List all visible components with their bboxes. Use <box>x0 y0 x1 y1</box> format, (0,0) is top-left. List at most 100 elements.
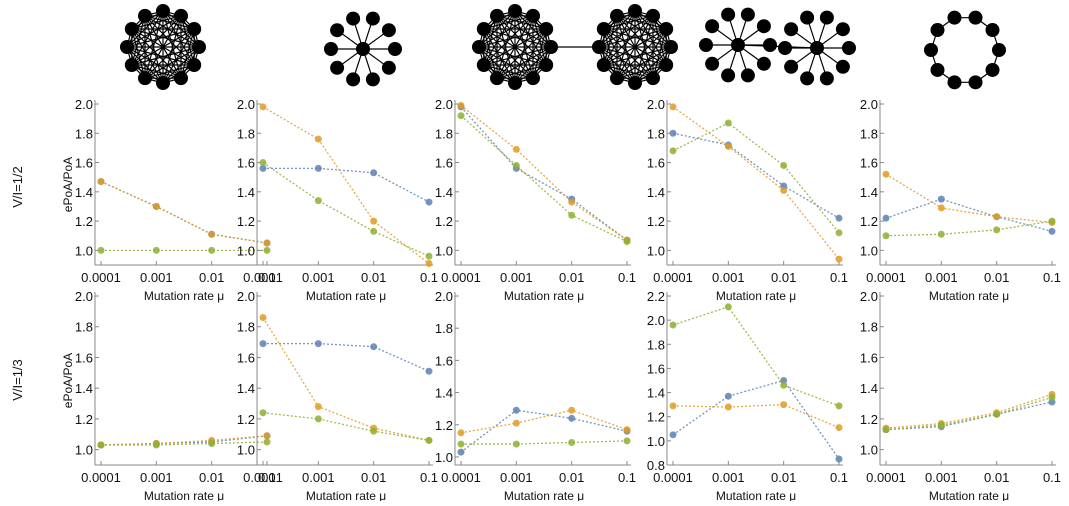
y-tick-label: 2.0 <box>860 289 878 304</box>
data-point <box>624 238 631 245</box>
graph-node <box>187 22 201 36</box>
graph-node <box>174 9 188 23</box>
x-tick-label: 0.01 <box>559 270 584 285</box>
data-point <box>938 231 945 238</box>
graph-node <box>610 9 624 23</box>
x-tick-label: 0.0001 <box>243 470 283 485</box>
data-point <box>260 409 267 416</box>
data-point <box>513 407 520 414</box>
x-axis-label: Mutation rate μ <box>504 489 584 501</box>
graph-node <box>705 57 719 71</box>
y-tick-label: 1.8 <box>237 320 255 335</box>
data-point <box>458 112 465 119</box>
graph-node <box>330 23 344 37</box>
x-tick-label: 0.001 <box>302 470 335 485</box>
data-point <box>780 187 787 194</box>
data-point <box>315 197 322 204</box>
x-tick-label: 0.001 <box>925 270 958 285</box>
y-tick-label: 1.0 <box>75 243 93 258</box>
graph-node <box>969 11 983 25</box>
graph-node <box>526 71 540 85</box>
y-tick-label: 1.6 <box>75 156 93 171</box>
data-point <box>836 229 843 236</box>
data-point <box>836 402 843 409</box>
series-line <box>263 163 429 257</box>
x-tick-label: 0.01 <box>199 270 224 285</box>
y-tick-label: 2.0 <box>75 97 93 112</box>
data-point <box>260 314 267 321</box>
data-point <box>725 404 732 411</box>
data-point <box>725 303 732 310</box>
y-tick-label: 1.2 <box>237 412 255 427</box>
data-point <box>315 165 322 172</box>
graph-node <box>156 76 170 90</box>
series-line <box>673 307 839 406</box>
x-tick-label: 0.001 <box>712 470 745 485</box>
graph-node <box>778 41 792 55</box>
data-point <box>458 102 465 109</box>
data-point <box>315 403 322 410</box>
graph-node <box>969 75 983 89</box>
series-line <box>886 174 1052 222</box>
graph-node <box>757 57 771 71</box>
data-point <box>370 228 377 235</box>
y-tick-label: 1.6 <box>647 156 665 171</box>
x-tick-label: 0.1 <box>1043 470 1061 485</box>
data-point <box>568 415 575 422</box>
data-point <box>836 455 843 462</box>
data-point <box>208 440 215 447</box>
x-tick-label: 0.01 <box>984 470 1009 485</box>
data-point <box>260 340 267 347</box>
y-tick-label: 1.4 <box>435 386 453 401</box>
data-point <box>458 441 465 448</box>
data-point <box>836 215 843 222</box>
graph-node <box>477 22 491 36</box>
data-point <box>670 130 677 137</box>
data-point <box>1049 218 1056 225</box>
graph-node <box>659 58 673 72</box>
data-point <box>725 393 732 400</box>
y-tick-label: 1.2 <box>860 214 878 229</box>
data-point <box>883 426 890 433</box>
data-point <box>513 162 520 169</box>
graph-node <box>842 41 856 55</box>
data-point <box>568 199 575 206</box>
graph-node <box>705 19 719 33</box>
graph-node <box>628 4 642 18</box>
data-point <box>264 432 271 439</box>
data-point <box>568 439 575 446</box>
x-tick-label: 0.001 <box>712 270 745 285</box>
x-axis-label: Mutation rate μ <box>306 489 386 501</box>
x-tick-label: 0.0001 <box>866 270 906 285</box>
y-tick-label: 2.0 <box>237 289 255 304</box>
y-tick-label: 1.8 <box>435 321 453 336</box>
graph-node <box>156 4 170 18</box>
data-point <box>670 103 677 110</box>
x-tick-label: 0.01 <box>771 270 796 285</box>
y-tick-label: 1.0 <box>237 443 255 458</box>
x-tick-label: 0.0001 <box>866 470 906 485</box>
data-point <box>883 232 890 239</box>
data-point <box>725 143 732 150</box>
x-axis-label: Mutation rate μ <box>504 289 584 303</box>
y-tick-label: 2.0 <box>860 97 878 112</box>
x-tick-label: 0.0001 <box>81 270 121 285</box>
y-tick-label: 1.6 <box>860 350 878 365</box>
graph-node <box>924 43 938 57</box>
data-point <box>938 422 945 429</box>
series-line <box>673 107 839 259</box>
series-line <box>886 199 1052 231</box>
graph-node <box>741 8 755 22</box>
y-tick-label: 1.2 <box>860 412 878 427</box>
data-point <box>98 247 105 254</box>
graph-node <box>763 38 777 52</box>
page: {"row_labels": ["V/I=1/2", "V/I=1/3"], "… <box>0 0 1069 506</box>
graph-node <box>721 68 735 82</box>
graph-node <box>382 23 396 37</box>
y-tick-label: 1.2 <box>435 214 453 229</box>
data-point <box>208 247 215 254</box>
x-axis-label: Mutation rate μ <box>306 289 386 303</box>
data-point <box>370 428 377 435</box>
x-tick-label: 0.0001 <box>441 470 481 485</box>
row-label: V/I=1/2 <box>10 166 25 208</box>
